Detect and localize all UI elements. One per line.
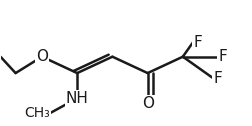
Text: CH₃: CH₃ — [24, 106, 50, 120]
Text: O: O — [36, 49, 48, 64]
Text: F: F — [218, 49, 227, 64]
Text: O: O — [142, 96, 154, 111]
Text: F: F — [213, 71, 222, 86]
Text: NH: NH — [66, 91, 89, 106]
Text: F: F — [194, 35, 202, 50]
